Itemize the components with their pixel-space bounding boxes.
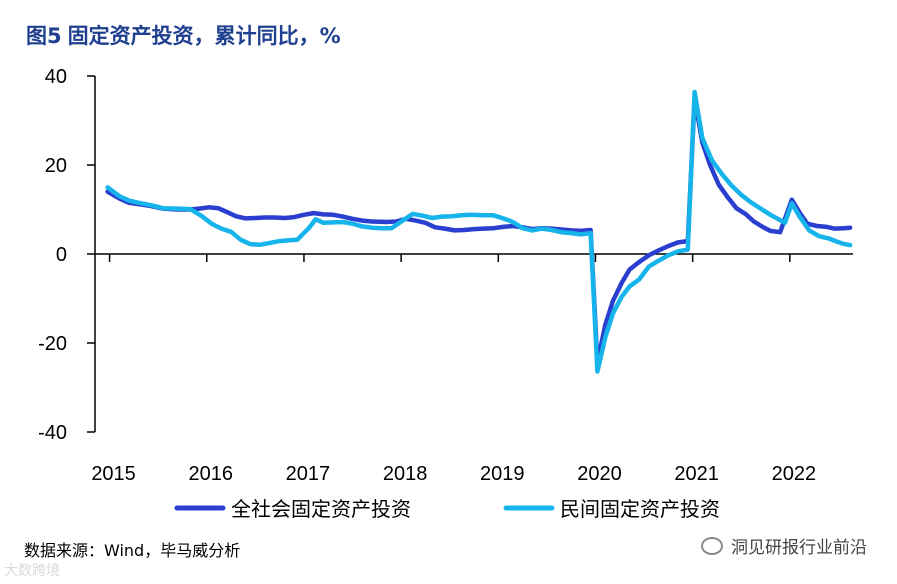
series-layer — [105, 89, 853, 374]
y-tick-label: -40 — [38, 422, 67, 444]
y-tick-label: 40 — [45, 66, 67, 88]
source-note: 数据来源：Wind，毕马威分析 — [24, 541, 241, 560]
series-line-2 — [105, 89, 853, 374]
figure-title: 固定资产投资，累计同比，% — [67, 24, 341, 48]
legend: 全社会固定资产投资 民间固定资产投资 — [174, 497, 720, 521]
legend-label-series-2: 民间固定资产投资 — [560, 497, 720, 521]
x-tick-label: 2016 — [189, 463, 234, 485]
series-line-1 — [105, 96, 853, 366]
y-tick-label: -20 — [38, 333, 67, 355]
y-tick-label: 20 — [45, 155, 67, 177]
x-tick-label: 2019 — [480, 463, 525, 485]
x-tick-label: 2018 — [383, 463, 428, 485]
wechat-icon — [701, 536, 723, 555]
x-tick-label: 2021 — [674, 463, 719, 485]
axes: 40 20 0 -20 -40 2015 2016 2017 2018 2019 2020 2021 2… — [38, 66, 853, 485]
watermark-bottom: 大数跨境 — [4, 563, 60, 579]
watermark: 洞见研报行业前沿 — [701, 533, 867, 558]
x-tick-label: 2020 — [577, 463, 622, 485]
x-tick-label: 2017 — [286, 463, 331, 485]
figure-label: 图5 — [26, 24, 62, 48]
watermark-text: 洞见研报行业前沿 — [731, 538, 867, 558]
legend-label-series-1: 全社会固定资产投资 — [231, 497, 411, 521]
x-tick-label: 2015 — [91, 463, 136, 485]
chart-title: 图5 固定资产投资，累计同比，% — [26, 20, 347, 50]
x-tick-label: 2022 — [772, 463, 817, 485]
y-tick-label: 0 — [56, 244, 67, 266]
